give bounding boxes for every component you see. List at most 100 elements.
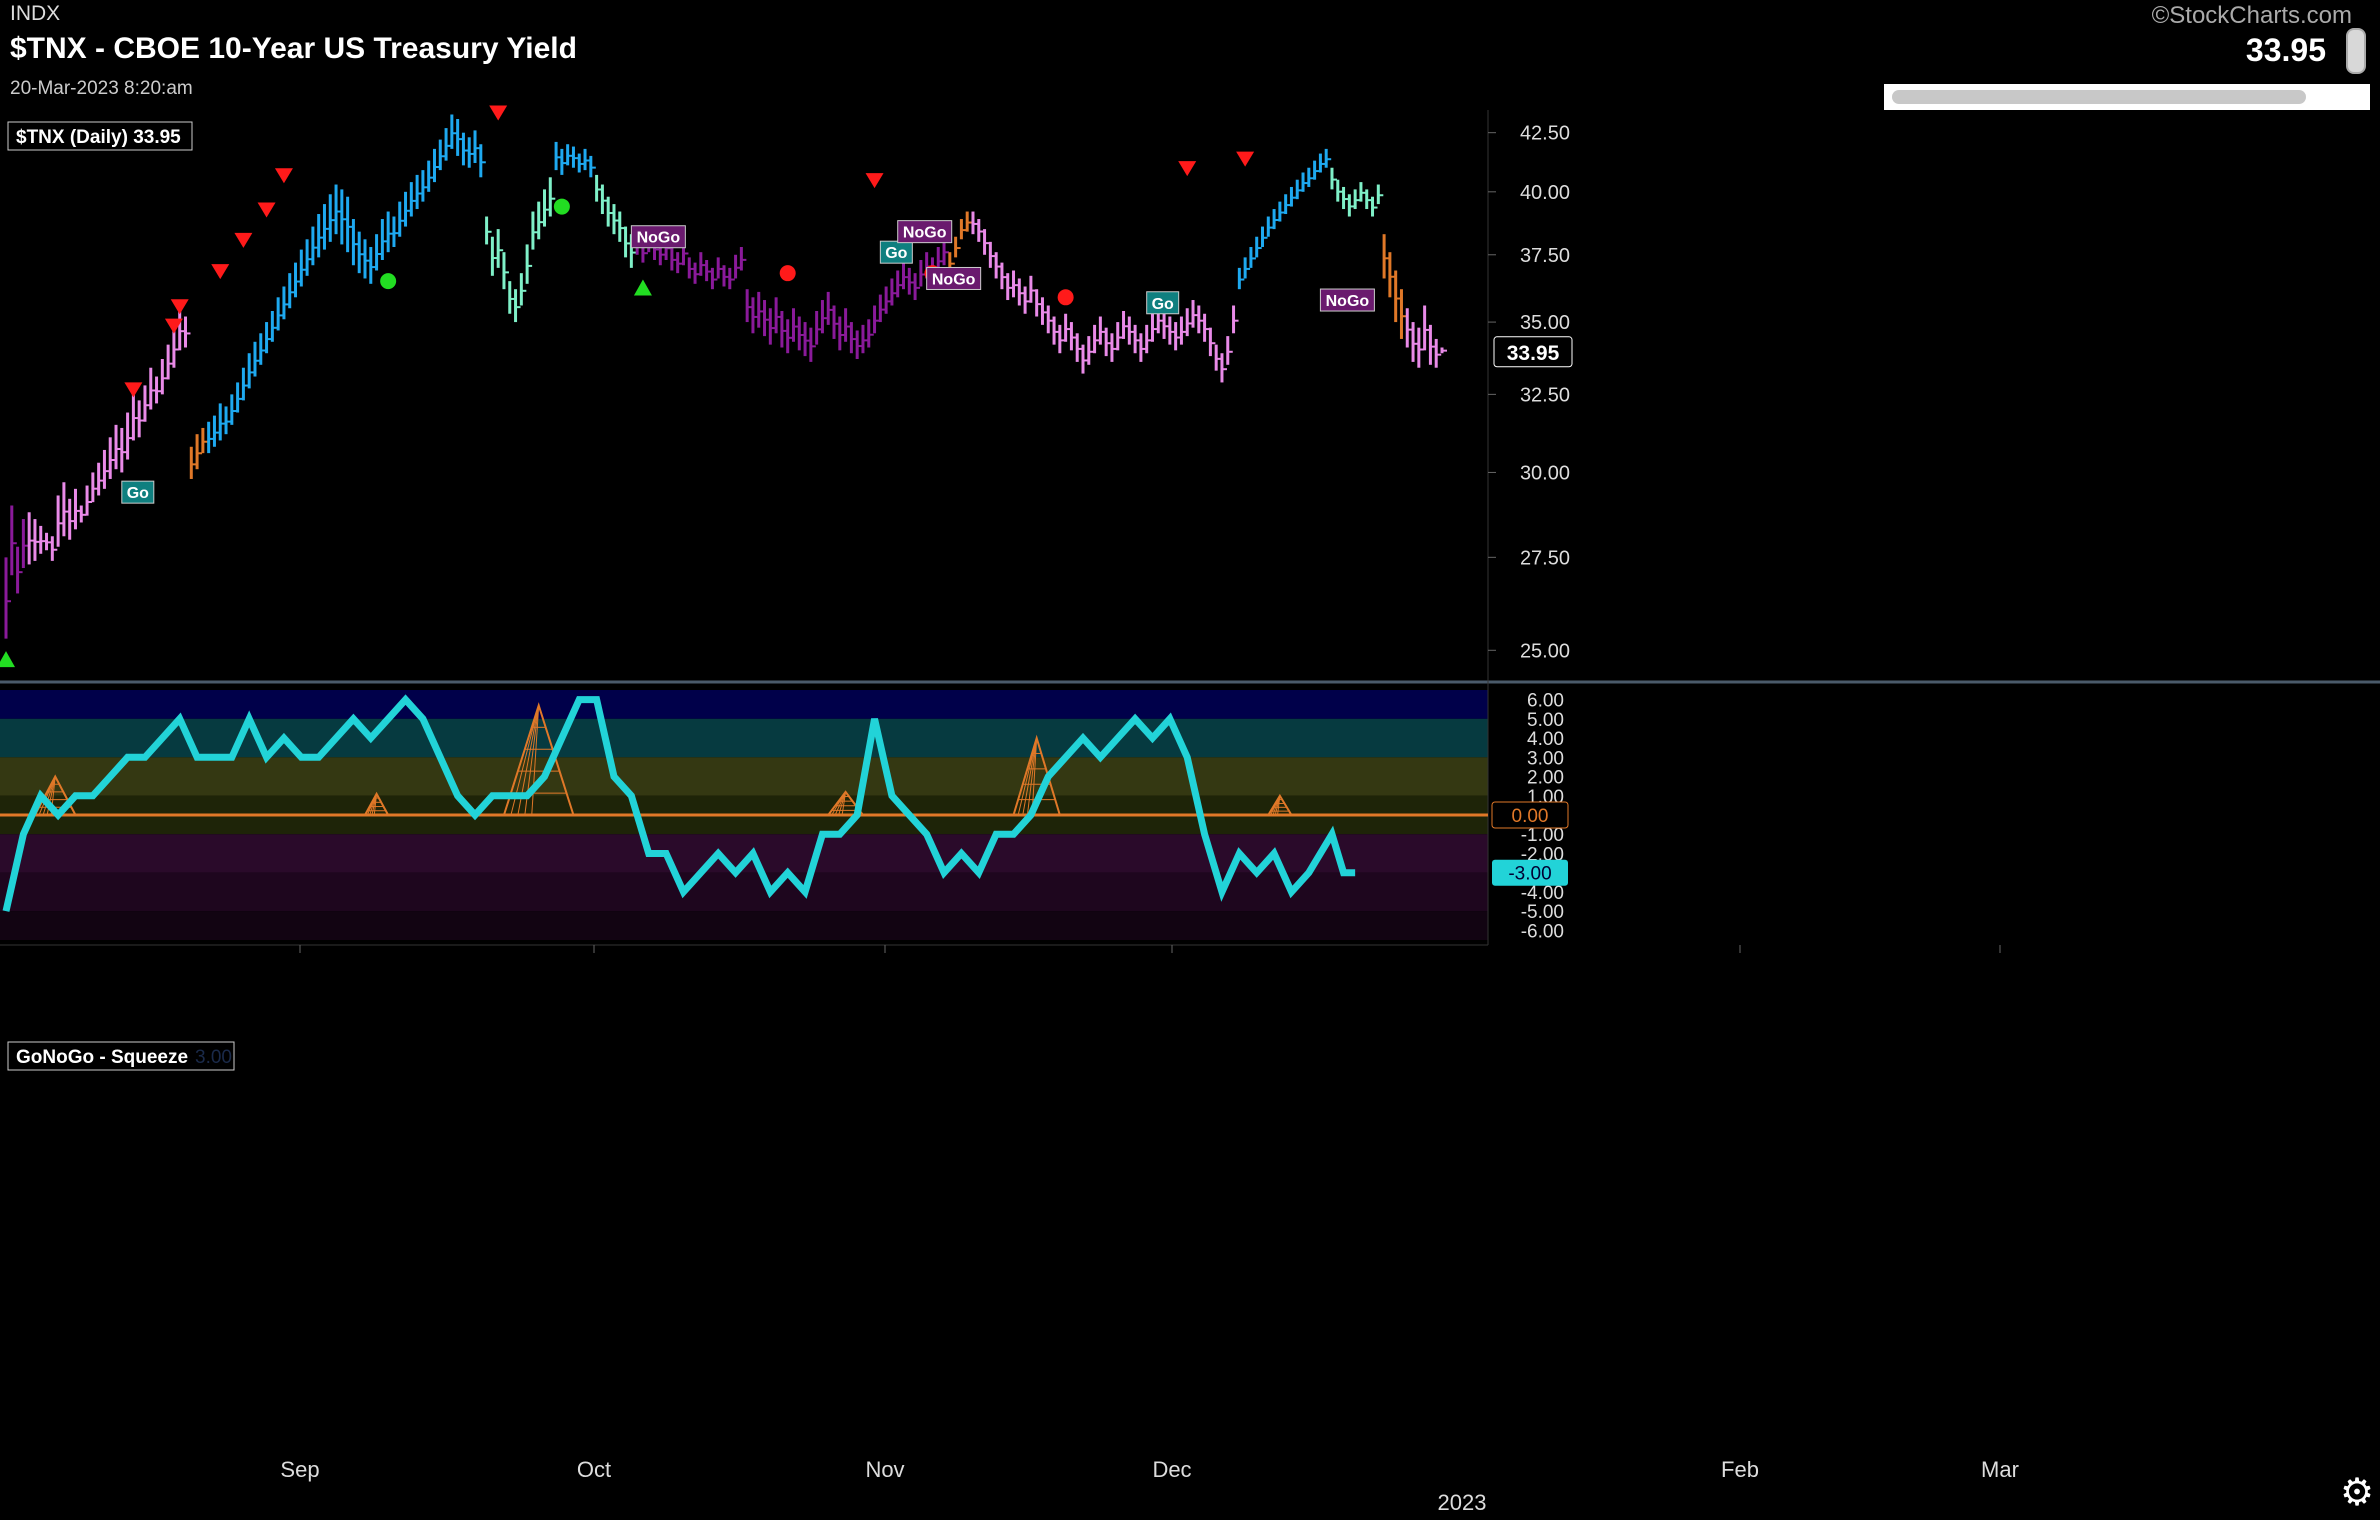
- osc-tick-label: 4.00: [1527, 729, 1564, 750]
- chart-legends: $TNX (Daily) 33.95 GoNoGo - Squeeze 3.00: [7, 121, 235, 1071]
- squeeze-lattice: [364, 791, 390, 816]
- osc-tick-label: -4.00: [1521, 883, 1564, 904]
- zero-tag: [1491, 801, 1569, 829]
- x-tick-label: Sep: [280, 1457, 319, 1482]
- green-dot-icon: [553, 198, 570, 215]
- osc-tick-label: -1.00: [1521, 825, 1564, 846]
- squeeze-line: [1031, 738, 1038, 816]
- go-label: Go: [1146, 291, 1180, 315]
- label-text: NoGo: [1326, 293, 1370, 310]
- go-nogo-labels: Go NoGo Go NoGo NoGo Go NoGo: [121, 220, 1375, 504]
- oscillator-band: [0, 757, 1488, 796]
- label-box: [897, 220, 953, 244]
- osc-legend-box: [7, 1041, 235, 1071]
- last-price-tag: [1493, 336, 1573, 368]
- y-tick-label: 27.50: [1520, 547, 1570, 569]
- oscillator-panel: [0, 694, 1488, 912]
- price-legend-box: [7, 121, 193, 151]
- label-box: [121, 480, 155, 504]
- osc-tick-label: 2.00: [1527, 768, 1564, 789]
- label-text: Go: [885, 245, 907, 262]
- squeeze-line: [1026, 738, 1038, 816]
- y-tick-label: 25.00: [1520, 640, 1570, 662]
- squeeze-lattice: [1267, 793, 1293, 816]
- y-tick-label: 42.50: [1520, 123, 1570, 145]
- squeeze-line: [42, 776, 56, 816]
- up-signal-icon: [633, 279, 652, 296]
- y-tick-label: 30.00: [1520, 462, 1570, 484]
- label-text: NoGo: [637, 230, 681, 247]
- osc-legend: GoNoGo - Squeeze: [16, 1047, 188, 1068]
- down-signal-icon: [865, 173, 884, 189]
- down-signal-icon: [274, 168, 293, 184]
- down-signal-icon: [489, 105, 508, 121]
- up-signal-icon: [0, 651, 15, 668]
- green-dot-icon: [380, 273, 397, 290]
- osc-tick-label: -5.00: [1521, 902, 1564, 923]
- nogo-label: NoGo: [926, 266, 982, 290]
- squeeze-line: [1022, 737, 1038, 816]
- osc-tick-label: -6.00: [1521, 921, 1564, 942]
- last-value: 33.95: [2245, 32, 2326, 68]
- range-scrollbar-thumb[interactable]: [1892, 90, 2306, 104]
- label-text: Go: [127, 485, 149, 502]
- label-box: [1319, 288, 1375, 312]
- chart-date: 20-Mar-2023 8:20:am: [10, 78, 193, 99]
- squeeze-line: [38, 776, 56, 816]
- x-tick-label: Feb: [1721, 1457, 1759, 1482]
- osc-tick-label: 3.00: [1527, 748, 1564, 769]
- label-text: NoGo: [903, 225, 947, 242]
- squeeze-line: [1017, 737, 1038, 816]
- osc-legend-value: 3.00: [195, 1047, 232, 1068]
- red-dot-icon: [1057, 289, 1074, 306]
- down-signal-icon: [124, 382, 143, 398]
- y-tick-label: 32.50: [1520, 384, 1570, 406]
- osc-last-tag-text: -3.00: [1508, 864, 1551, 885]
- y-tick-label: 35.00: [1520, 312, 1570, 334]
- gear-icon[interactable]: ⚙: [2340, 1472, 2375, 1514]
- go-label: Go: [121, 480, 155, 504]
- down-signal-icon: [1236, 151, 1255, 167]
- squeeze-line: [831, 791, 847, 816]
- down-signal-icon: [211, 264, 230, 280]
- last-price-text: 33.95: [1507, 342, 1560, 365]
- squeeze-line: [838, 791, 847, 816]
- down-signal-icon: [1178, 161, 1197, 177]
- exchange-label: INDX: [10, 2, 61, 25]
- vertical-scroll-handle[interactable]: [2346, 28, 2366, 74]
- label-box: [926, 266, 982, 290]
- nogo-label: NoGo: [630, 225, 686, 249]
- squeeze-line: [1277, 795, 1281, 816]
- chart-grid: [0, 110, 2380, 946]
- label-box: [879, 240, 913, 264]
- chart-axes: 42.50 40.00 37.50 35.00 32.50 30.00 27.50 25.00…: [280, 123, 2019, 1515]
- down-signal-icon: [170, 299, 189, 315]
- squeeze-line: [841, 791, 847, 816]
- label-box: [630, 225, 686, 249]
- oscillator-line: [2, 694, 1356, 912]
- oscillator-band: [0, 872, 1488, 912]
- x-year-label: 2023: [1438, 1490, 1487, 1515]
- squeeze-line: [834, 791, 847, 816]
- nogo-label: NoGo: [1319, 288, 1375, 312]
- squeeze-line: [373, 793, 378, 816]
- x-tick-label: Mar: [1981, 1457, 2019, 1482]
- osc-tick-label: 5.00: [1527, 710, 1564, 731]
- oscillator-band: [0, 690, 1488, 719]
- price-legend: $TNX (Daily) 33.95: [16, 127, 181, 148]
- label-text: NoGo: [932, 271, 976, 288]
- signal-markers: [0, 105, 1255, 668]
- copyright-link[interactable]: ©StockCharts.com: [2151, 2, 2352, 29]
- nogo-label: NoGo: [897, 220, 953, 244]
- price-bars: [4, 114, 1447, 639]
- x-tick-label: Oct: [577, 1457, 611, 1482]
- x-tick-label: Dec: [1152, 1457, 1191, 1482]
- y-tick-label: 37.50: [1520, 245, 1570, 267]
- oscillator-band: [0, 718, 1488, 758]
- y-tick-label: 40.00: [1520, 182, 1570, 204]
- chart-title: $TNX - CBOE 10-Year US Treasury Yield: [10, 32, 577, 65]
- down-signal-icon: [234, 232, 253, 248]
- down-signal-icon: [257, 202, 276, 218]
- go-label: Go: [879, 240, 913, 264]
